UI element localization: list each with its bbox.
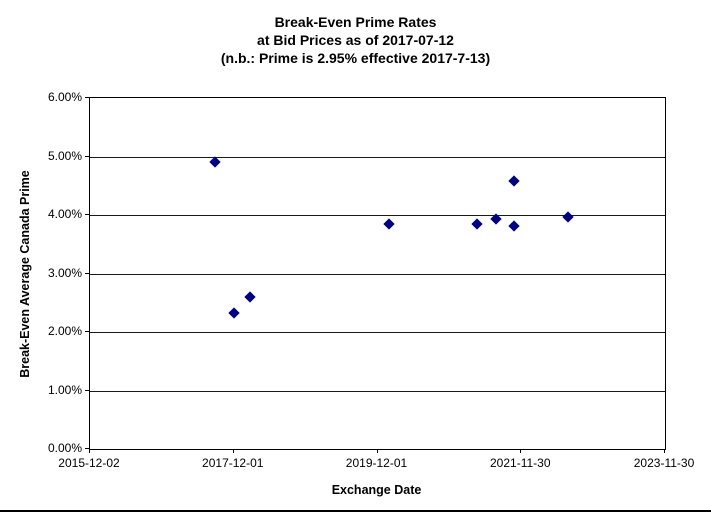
gridline-3.00% (90, 273, 665, 275)
y-tick-label: 6.00% (47, 90, 82, 104)
y-tick-label: 0.00% (47, 441, 82, 455)
y-tick-mark (85, 214, 89, 215)
x-tick-mark (232, 449, 234, 453)
data-point-marker (209, 156, 221, 168)
data-point-marker (228, 307, 240, 319)
x-tick-label: 2021-11-30 (490, 456, 551, 470)
data-point-marker (471, 218, 483, 231)
x-tick-label: 2015-12-02 (58, 456, 120, 470)
chart-title-line-1: Break-Even Prime Rates (274, 14, 437, 30)
y-tick-label: 3.00% (47, 265, 82, 280)
gridline-1.00% (90, 390, 665, 392)
y-tick-mark (85, 389, 89, 391)
data-point-marker (508, 175, 520, 187)
chart-title-line-3: (n.b.: Prime is 2.95% effective 2017-7-1… (220, 50, 491, 66)
y-tick-mark (85, 97, 89, 98)
bottom-divider (0, 510, 711, 512)
y-tick-mark (85, 155, 89, 157)
y-tick-label: 1.00% (47, 382, 82, 397)
y-tick-label: 2.00% (47, 324, 82, 338)
gridline-5.00% (90, 156, 665, 158)
x-tick-label: 2019-12-01 (345, 456, 408, 470)
data-point-marker (562, 211, 574, 223)
gridline-2.00% (90, 332, 665, 333)
y-tick-label: 5.00% (47, 148, 82, 163)
chart-title-line-2: at Bid Prices as of 2017-07-12 (257, 32, 454, 48)
x-tick-mark (664, 449, 665, 453)
x-tick-mark (89, 449, 90, 453)
x-axis-title: Exchange Date (331, 483, 422, 497)
plot-area (89, 97, 666, 450)
x-tick-label: 2023-11-30 (633, 456, 695, 470)
y-tick-label: 4.00% (47, 207, 82, 221)
gridline-4.00% (90, 215, 665, 216)
y-tick-mark (85, 272, 89, 274)
data-point-marker (508, 220, 520, 232)
y-tick-mark (85, 331, 89, 332)
x-tick-mark (520, 449, 522, 453)
chart-title: Break-Even Prime Rates at Bid Prices as … (0, 13, 711, 67)
y-tick-mark (85, 448, 89, 449)
x-tick-label: 2017-12-01 (202, 456, 264, 470)
x-tick-mark (376, 449, 378, 453)
data-point-marker (244, 291, 256, 303)
data-point-marker (383, 218, 395, 231)
